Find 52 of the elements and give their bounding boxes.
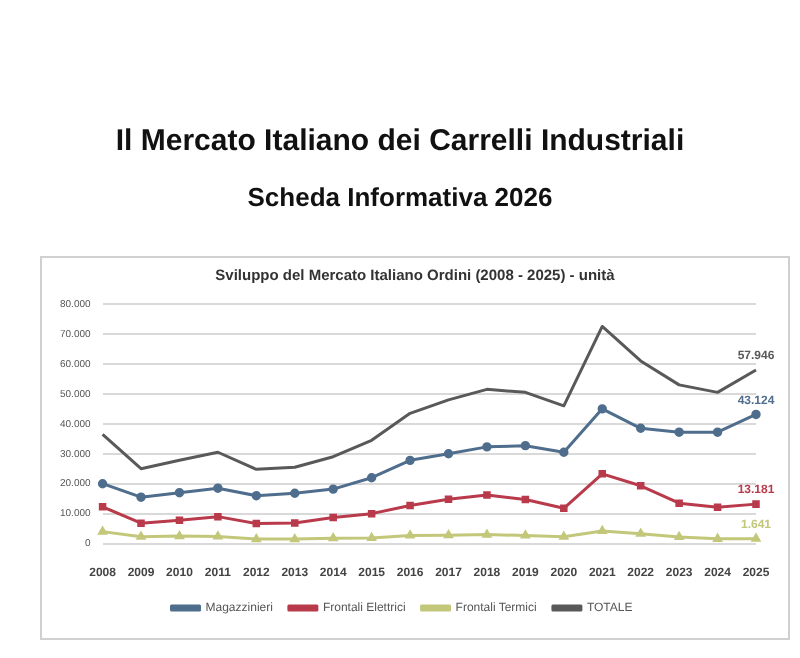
point (367, 509, 376, 518)
point (290, 488, 300, 498)
point (674, 532, 684, 541)
point (98, 526, 107, 535)
point (251, 490, 262, 501)
point (675, 499, 683, 507)
point (137, 519, 145, 527)
point (366, 473, 377, 483)
point (406, 501, 414, 510)
point (329, 513, 337, 522)
point (291, 519, 299, 527)
point (752, 500, 760, 508)
point (174, 487, 185, 498)
point (713, 503, 722, 512)
point (751, 533, 761, 542)
point (290, 534, 300, 543)
point (443, 449, 454, 459)
point (252, 534, 261, 543)
point (598, 470, 607, 478)
point (97, 479, 108, 489)
point (98, 503, 107, 511)
point (560, 504, 568, 513)
chart-title: Il Mercato Italiano dei Carrelli Industriali (113, 124, 687, 158)
point (482, 529, 492, 538)
point (175, 516, 184, 524)
point (405, 455, 415, 466)
point (521, 495, 530, 504)
point (520, 440, 531, 451)
point (712, 427, 723, 437)
point (175, 531, 184, 540)
point (597, 526, 607, 535)
point (635, 423, 646, 433)
point (521, 530, 530, 539)
point (444, 530, 453, 539)
point (213, 531, 223, 540)
point (483, 491, 491, 499)
point (751, 409, 761, 420)
point (636, 482, 645, 490)
point (367, 533, 376, 542)
point (559, 447, 569, 457)
point (213, 483, 223, 493)
chart-subtitle: Scheda Informativa 2026 (245, 182, 555, 212)
point (444, 495, 453, 504)
point (405, 530, 415, 539)
point (136, 492, 146, 502)
point (674, 427, 684, 437)
point (328, 533, 338, 542)
point (252, 519, 261, 528)
point (597, 404, 607, 414)
point (328, 484, 338, 494)
point (214, 512, 222, 521)
point (482, 442, 492, 452)
